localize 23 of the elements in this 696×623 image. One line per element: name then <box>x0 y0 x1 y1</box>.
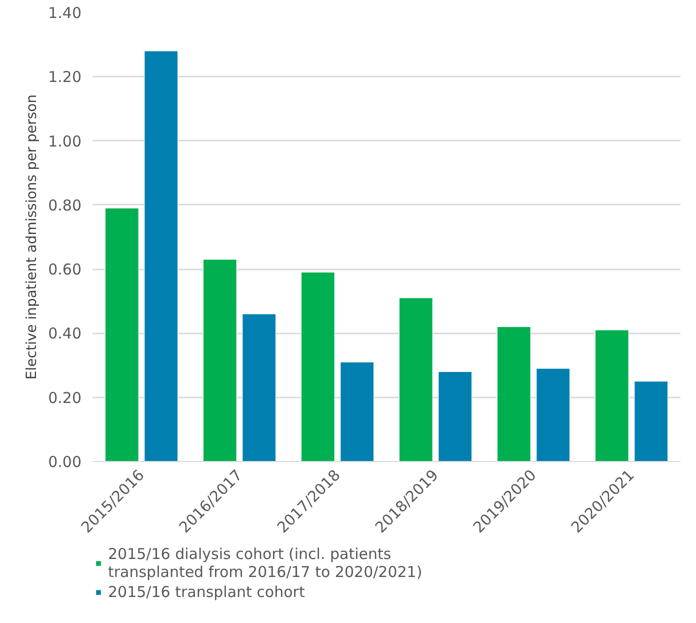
y-tick-label: 0.80 <box>48 196 82 214</box>
bar <box>340 362 374 462</box>
y-tick-label: 0.20 <box>48 388 82 407</box>
bar <box>398 298 433 462</box>
bar <box>202 259 237 462</box>
y-tick-label: 0.60 <box>48 260 82 279</box>
y-axis-title: Elective inpatient admissions per person <box>24 94 40 380</box>
bar <box>634 381 668 462</box>
y-tick-label: 0.40 <box>48 324 82 343</box>
bar <box>300 272 335 462</box>
y-tick-label: 1.20 <box>48 68 82 86</box>
y-tick-label: 1.00 <box>48 132 82 150</box>
legend-label: 2015/16 transplant cohort <box>108 583 305 601</box>
legend-label: 2015/16 dialysis cohort (incl. patients transplanted from 2016/17 to 2020/2021) <box>108 545 422 581</box>
bar <box>242 314 276 462</box>
y-tick-label: 0.00 <box>48 453 82 471</box>
bar <box>496 326 531 462</box>
bar <box>438 371 472 462</box>
bar <box>536 368 570 462</box>
bar <box>104 208 139 462</box>
bar <box>144 50 178 462</box>
bar <box>594 330 629 462</box>
y-tick-label: 1.40 <box>48 4 82 22</box>
